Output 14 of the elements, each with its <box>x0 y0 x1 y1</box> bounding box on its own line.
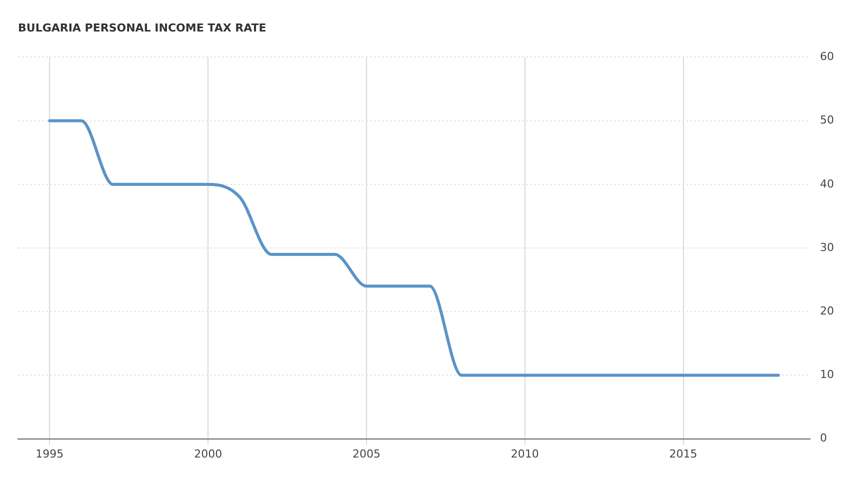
y-tick-label: 50 <box>820 114 834 127</box>
x-tick-label: 2005 <box>352 447 380 460</box>
y-tick-label: 60 <box>820 50 834 64</box>
line-series <box>48 119 780 377</box>
y-tick-label: 30 <box>820 240 834 254</box>
x-tick-label: 2000 <box>194 447 222 460</box>
chart-title: BULGARIA PERSONAL INCOME TAX RATE <box>18 21 266 34</box>
x-tick-label: 2015 <box>669 447 698 460</box>
y-tick-label: 0 <box>820 432 828 445</box>
x-tick-label: 2010 <box>510 447 539 460</box>
y-tick-label: 10 <box>820 368 834 382</box>
y-tick-label: 40 <box>820 177 834 190</box>
y-tick-label: 20 <box>820 304 834 318</box>
x-tick-label: 1995 <box>36 447 64 460</box>
